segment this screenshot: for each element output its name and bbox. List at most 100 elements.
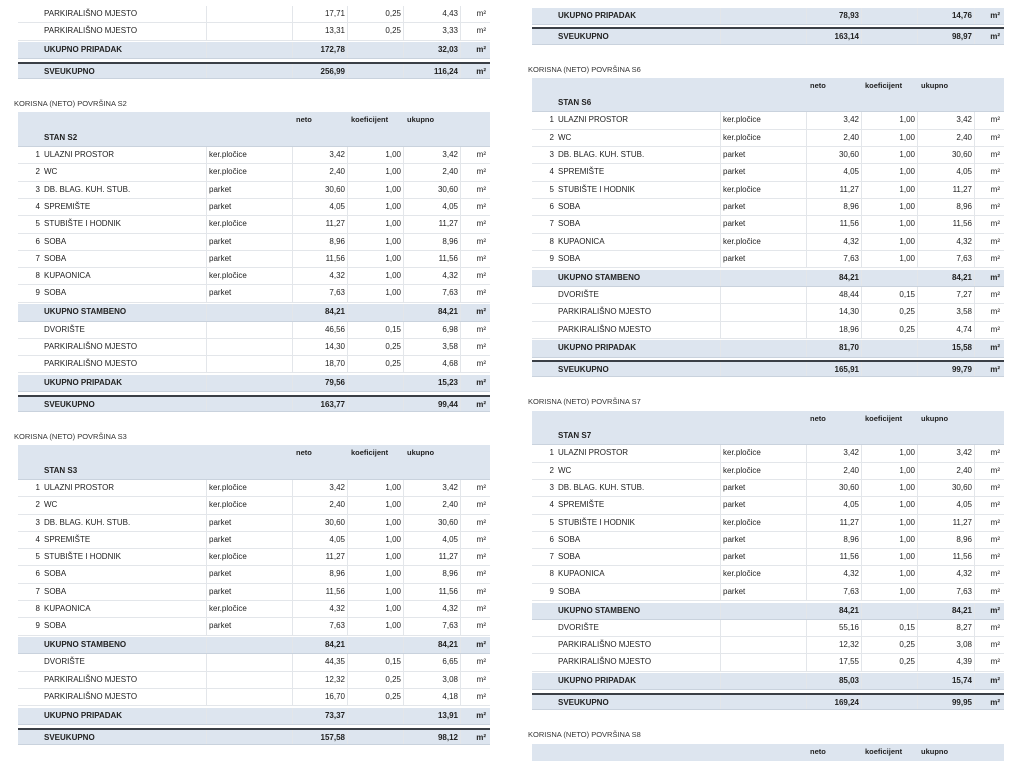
cell-empty [720, 29, 806, 44]
cell-neto: 163,77 [292, 396, 347, 412]
cell-name: DB. BLAG. KUH. STUB. [44, 184, 131, 194]
cell-unit: m² [974, 216, 1004, 233]
cell-unit: m² [460, 549, 490, 566]
cell-name: SOBA [558, 534, 581, 544]
cell-name: STUBIŠTE I HODNIK [44, 219, 121, 229]
room-row: 8 KUPAONICA ker.pločice 4,32 1,00 4,32 m² [532, 233, 1004, 251]
unit-row: STAN S6 [532, 95, 1004, 113]
room-row: 1 ULAZNI PROSTOR ker.pločice 3,42 1,00 3,42 m² [18, 479, 490, 498]
cell-neto: 7,63 [806, 583, 861, 600]
cell-neto: 14,30 [292, 338, 347, 356]
cell-ukupno: 8,96 [917, 198, 974, 216]
total-row: UKUPNO PRIPADAK 172,78 32,03 m² [18, 42, 490, 60]
cell-neto: 2,40 [806, 462, 861, 479]
unit-row: STAN S3 [18, 462, 490, 480]
cell-material: ker.pločice [206, 216, 292, 233]
cell-empty [206, 321, 292, 338]
cell-material: parket [720, 549, 806, 566]
cell-ukupno: 30,60 [403, 181, 460, 198]
total-row: UKUPNO PRIPADAK 78,93 14,76 m² [532, 7, 1004, 25]
cell-name: UKUPNO PRIPADAK [558, 343, 637, 353]
cell-name: PARKIRALIŠNO MJESTO [44, 359, 138, 369]
cell-koef: 1,00 [861, 566, 917, 583]
section-title: KORISNA (NETO) POVRŠINA S6 [528, 64, 641, 74]
cell-name: SOBA [44, 253, 67, 263]
cell-material: ker.pločice [206, 164, 292, 181]
cell-unit: m² [460, 63, 490, 79]
cell-koef: 0,25 [347, 356, 403, 373]
cell-unit: m² [974, 129, 1004, 147]
cell-num: 8 [549, 236, 554, 246]
cell-empty [861, 340, 917, 357]
cell-koef: 0,25 [347, 6, 403, 23]
cell-name: WC [558, 132, 572, 142]
cell-material: parket [720, 583, 806, 600]
sub-row: PARKIRALIŠNO MJESTO 14,30 0,25 3,58 m² [532, 304, 1004, 322]
cell-empty [720, 654, 806, 671]
cell-neto: 4,32 [292, 601, 347, 618]
cell-ukupno: 14,76 [917, 7, 974, 24]
cell-material: ker.pločice [720, 514, 806, 531]
cell-koef: 0,25 [861, 321, 917, 338]
sub-row: PARKIRALIŠNO MJESTO 16,70 0,25 4,18 m² [18, 688, 490, 707]
sub-row: DVORIŠTE 55,16 0,15 8,27 m² [532, 619, 1004, 638]
cell-empty [861, 602, 917, 619]
sub-row: PARKIRALIŠNO MJESTO 17,71 0,25 4,43 m² [18, 6, 490, 24]
cell-empty [347, 304, 403, 321]
cell-koef: 0,15 [861, 619, 917, 637]
cell-material: parket [206, 566, 292, 583]
spacer [532, 710, 1004, 726]
room-row: 6 SOBA parket 8,96 1,00 8,96 m² [532, 198, 1004, 217]
cell-neto: 11,56 [292, 583, 347, 600]
cell-neto: 30,60 [806, 479, 861, 497]
cell-num: 3 [549, 482, 554, 492]
room-row: 6 SOBA parket 8,96 1,00 8,96 m² [532, 531, 1004, 550]
cell-name: KUPAONICA [558, 236, 605, 246]
cell-koef: 1,00 [861, 514, 917, 531]
cell-name: PARKIRALIŠNO MJESTO [558, 657, 652, 667]
cell-ukupno: 30,60 [917, 479, 974, 497]
cell-num: 6 [549, 201, 554, 211]
cell-ukupno: 15,23 [403, 374, 460, 392]
cell-ukupno: 15,74 [917, 673, 974, 690]
cell-ukupno: 8,27 [917, 619, 974, 637]
room-row: 6 SOBA parket 8,96 1,00 8,96 m² [18, 566, 490, 584]
grand-row: SVEUKUPNO 169,24 99,95 m² [532, 692, 1004, 711]
cell-name: PARKIRALIŠNO MJESTO [44, 26, 138, 36]
cell-name: UKUPNO STAMBENO [558, 605, 641, 615]
header-cell: ukupno [407, 448, 435, 458]
cell-name: ULAZNI PROSTOR [44, 150, 115, 160]
room-row: 7 SOBA parket 11,56 1,00 11,56 m² [18, 250, 490, 269]
cell-koef: 1,00 [861, 445, 917, 462]
cell-neto: 8,96 [292, 233, 347, 250]
cell-name: UKUPNO PRIPADAK [44, 45, 123, 55]
sub-row: PARKIRALIŠNO MJESTO 17,55 0,25 4,39 m² [532, 654, 1004, 672]
cell-ukupno: 84,21 [403, 304, 460, 321]
cell-ukupno: 7,63 [403, 618, 460, 635]
cell-ukupno: 11,56 [917, 216, 974, 233]
cell-ukupno: 15,58 [917, 340, 974, 357]
cell-empty [206, 356, 292, 373]
cell-ukupno: 3,08 [403, 671, 460, 688]
cell-empty [206, 637, 292, 654]
cell-koef: 1,00 [347, 216, 403, 233]
cell-neto: 256,99 [292, 63, 347, 79]
cell-name: PARKIRALIŠNO MJESTO [558, 640, 652, 650]
cell-unit: m² [460, 233, 490, 250]
cell-koef: 1,00 [347, 549, 403, 566]
cell-num: 2 [35, 167, 40, 177]
cell-name: SOBA [558, 552, 581, 562]
cell-ukupno: 84,21 [917, 269, 974, 286]
cell-neto: 7,63 [806, 250, 861, 268]
cell-name: DVORIŠTE [558, 289, 599, 299]
cell-material: parket [206, 181, 292, 198]
total-row: UKUPNO STAMBENO 84,21 84,21 m² [18, 637, 490, 655]
cell-neto: 73,37 [292, 707, 347, 725]
cell-neto: 30,60 [292, 181, 347, 198]
cell-num: 2 [549, 132, 554, 142]
cell-unit: m² [460, 181, 490, 198]
room-row: 9 SOBA parket 7,63 1,00 7,63 m² [532, 250, 1004, 269]
cell-koef: 1,00 [347, 566, 403, 583]
cell-unit: m² [460, 729, 490, 744]
cell-ukupno: 98,12 [403, 729, 460, 744]
